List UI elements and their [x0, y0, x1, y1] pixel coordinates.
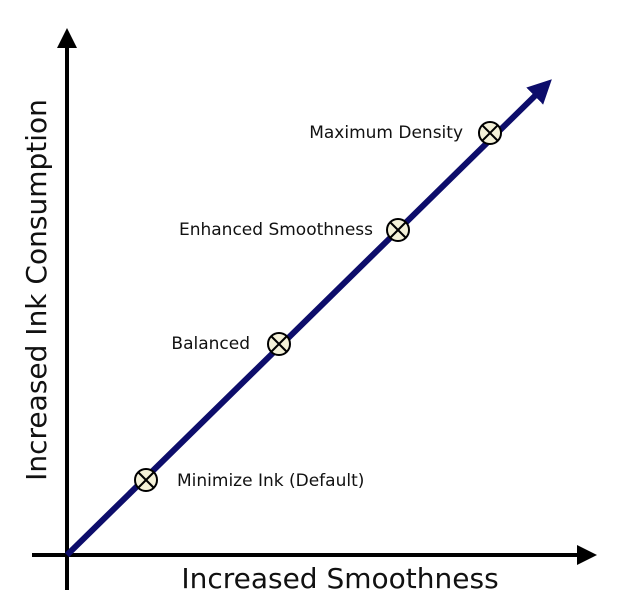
node-marker	[267, 332, 291, 356]
node-marker	[134, 468, 158, 492]
node-marker	[386, 218, 410, 242]
node-marker	[478, 121, 502, 145]
node-label: Maximum Density	[309, 123, 463, 143]
node-label: Balanced	[171, 334, 250, 354]
x-axis-title: Increased Smoothness	[181, 562, 498, 595]
node-label: Enhanced Smoothness	[179, 220, 373, 240]
y-axis-title: Increased Ink Consumption	[20, 99, 53, 481]
node-label: Minimize Ink (Default)	[177, 471, 364, 491]
